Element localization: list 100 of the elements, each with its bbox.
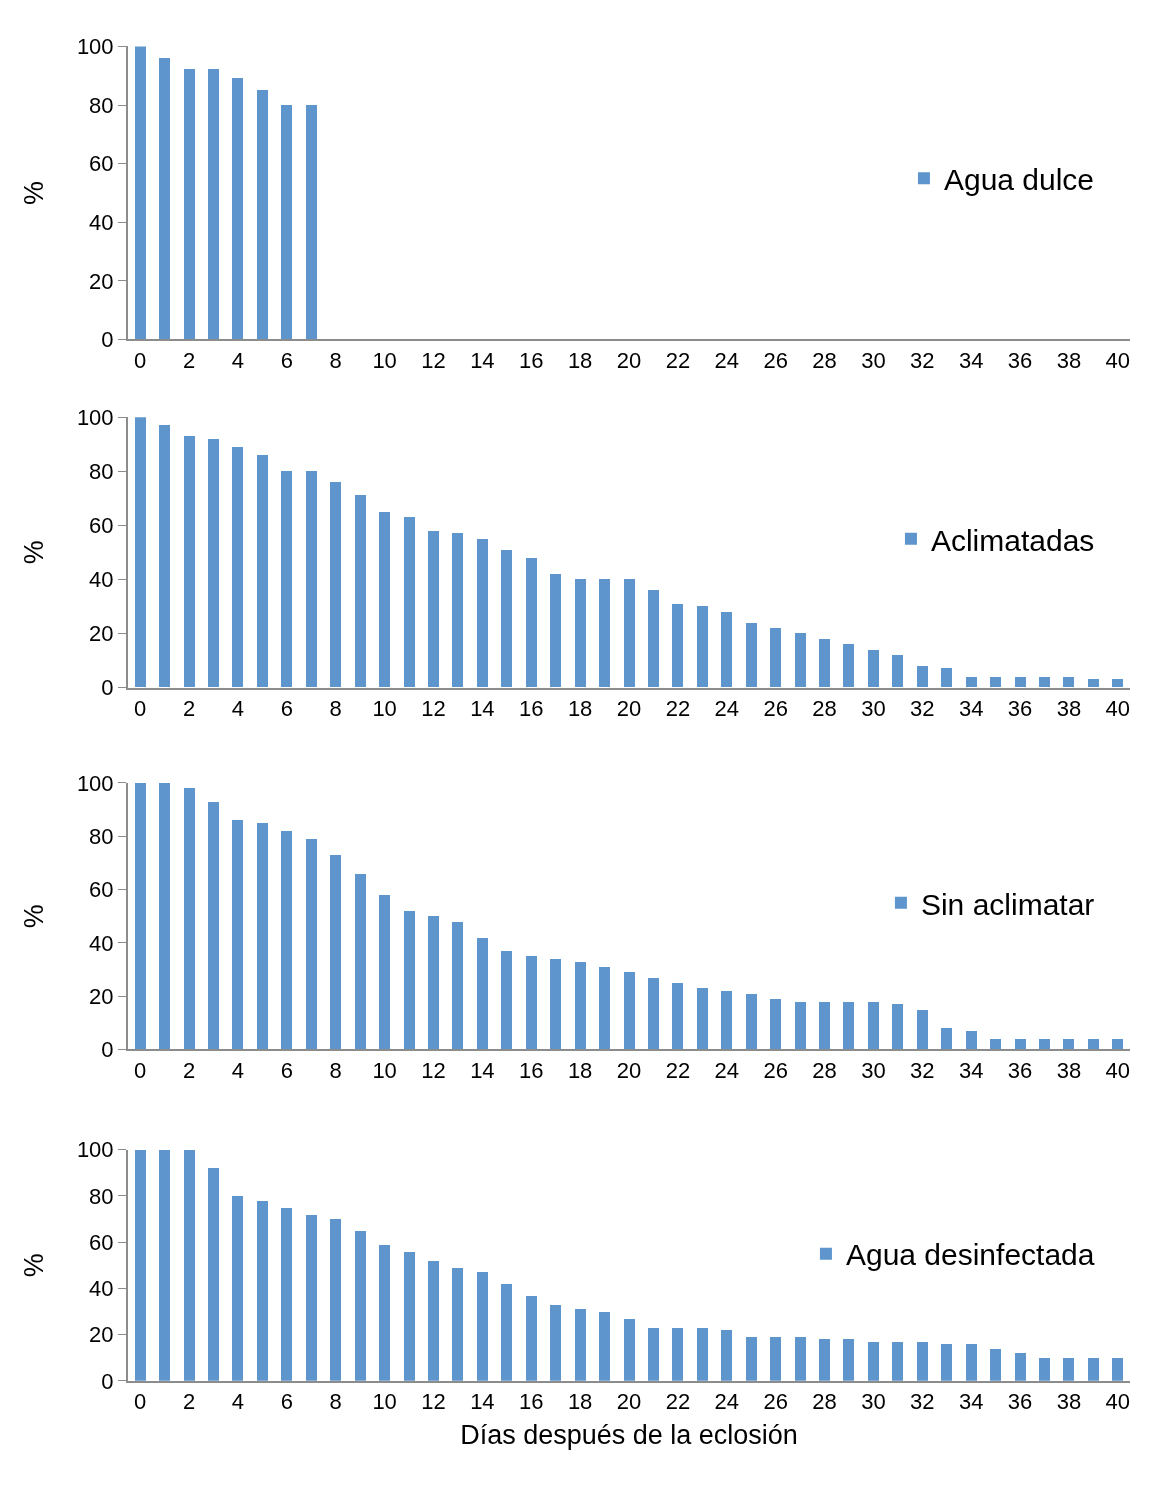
y-tick-label: 80 (89, 823, 114, 849)
legend-label: Agua desinfectada (845, 1238, 1095, 1272)
bar (990, 1038, 1001, 1049)
bar (257, 90, 268, 340)
x-tick-label: 36 (1007, 1389, 1033, 1415)
x-tick-label: 14 (470, 347, 495, 373)
bar (819, 639, 830, 688)
x-tick-label: 4 (231, 695, 245, 721)
bar (281, 1207, 292, 1381)
bar (232, 78, 243, 340)
bar (404, 910, 415, 1049)
bar (306, 471, 317, 688)
x-tick-label: 20 (616, 1057, 642, 1083)
bar (1015, 1038, 1026, 1049)
bar (721, 1329, 732, 1381)
x-tick-label: 26 (763, 695, 788, 721)
bar (941, 1027, 952, 1049)
y-tick-label: 0 (101, 1368, 114, 1394)
bar (1039, 677, 1050, 688)
bar (892, 1341, 903, 1381)
x-tick-label: 10 (372, 1057, 397, 1083)
bar (379, 894, 390, 1049)
bar (917, 1009, 928, 1049)
x-tick-label: 16 (519, 1057, 544, 1083)
x-tick-label: 38 (1056, 1057, 1082, 1083)
bar (966, 1343, 977, 1381)
x-tick-label: 30 (861, 1389, 886, 1415)
bar (135, 1149, 146, 1381)
x-tick-label: 14 (470, 1057, 495, 1083)
bar (257, 822, 268, 1049)
bar (599, 966, 610, 1049)
x-tick-label: 36 (1007, 347, 1033, 373)
x-tick-label: 38 (1056, 1389, 1082, 1415)
bar (819, 1338, 830, 1381)
bar (159, 58, 170, 340)
bar (892, 1003, 903, 1049)
bar (452, 1267, 463, 1381)
bar (526, 558, 537, 688)
x-tick-label: 30 (861, 1057, 886, 1083)
x-tick-label: 36 (1007, 1057, 1033, 1083)
x-tick-label: 28 (812, 1057, 837, 1083)
y-tick-label: 60 (89, 151, 114, 177)
x-tick-label: 18 (567, 695, 593, 721)
bar (208, 1167, 219, 1381)
bar (428, 531, 439, 688)
bar (428, 915, 439, 1049)
bar (795, 1336, 806, 1381)
bar (599, 579, 610, 688)
bar (477, 539, 488, 688)
bar (648, 977, 659, 1049)
bar (330, 854, 341, 1049)
x-tick-label: 40 (1105, 1389, 1131, 1415)
x-tick-label: 18 (567, 1389, 593, 1415)
x-tick-label: 22 (665, 347, 691, 373)
x-tick-label: 28 (812, 1389, 837, 1415)
bar (379, 1244, 390, 1381)
bar (355, 1230, 366, 1381)
bar (746, 623, 757, 688)
x-tick-label: 8 (329, 1389, 342, 1415)
x-tick-label: 40 (1105, 695, 1131, 721)
x-tick-label: 16 (519, 1389, 544, 1415)
bar (648, 590, 659, 688)
bar (159, 1149, 170, 1381)
bar (770, 998, 781, 1049)
bar (232, 1195, 243, 1381)
x-tick-label: 0 (134, 1389, 147, 1415)
bar (1063, 677, 1074, 688)
bar (843, 1001, 854, 1049)
legend-label: Agua dulce (943, 162, 1095, 196)
y-tick-label: 20 (89, 983, 114, 1009)
bar (746, 1336, 757, 1381)
bar (159, 425, 170, 688)
x-tick-label: 26 (763, 347, 788, 373)
bar (257, 1200, 268, 1381)
y-tick-label: 0 (101, 327, 114, 353)
bar (501, 1283, 512, 1381)
bar (208, 439, 219, 688)
bar (1088, 1357, 1099, 1381)
bar (550, 958, 561, 1049)
bar (843, 1338, 854, 1381)
bar (208, 801, 219, 1049)
bar (575, 1308, 586, 1381)
bar (672, 1327, 683, 1381)
x-tick-label: 18 (567, 347, 593, 373)
x-tick-label: 20 (616, 695, 642, 721)
x-tick-label: 32 (910, 1057, 935, 1083)
bar (452, 533, 463, 688)
x-tick-label: 12 (421, 347, 446, 373)
y-axis-title: % (19, 180, 50, 205)
x-tick-label: 8 (329, 1057, 342, 1083)
bar (550, 574, 561, 688)
bar (1039, 1038, 1050, 1049)
y-axis-title: % (19, 540, 50, 565)
x-tick-label: 34 (958, 1057, 984, 1083)
bar (184, 1149, 195, 1381)
bar (721, 612, 732, 688)
bar (135, 417, 146, 688)
y-tick-label: 0 (101, 675, 114, 701)
bar (477, 1271, 488, 1381)
x-tick-label: 0 (134, 347, 147, 373)
